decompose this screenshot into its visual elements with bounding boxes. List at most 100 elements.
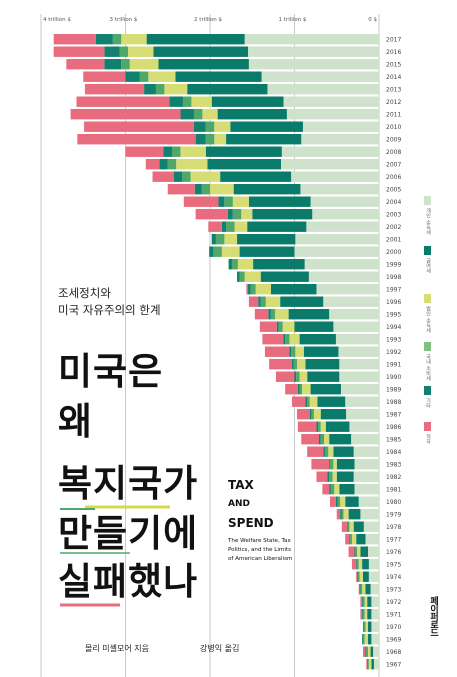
bar-segment-2015: [66, 59, 105, 70]
bar-segment-1970: [362, 621, 364, 632]
bar-segment-2017: [244, 34, 379, 45]
bar-segment-1983: [336, 459, 355, 470]
bar-segment-1976: [357, 546, 361, 557]
bar-segment-1991: [293, 359, 298, 370]
title-line-2: 왜: [58, 400, 94, 443]
bar-segment-1973: [365, 584, 371, 595]
year-label: 1978: [386, 524, 401, 531]
bar-segment-1975: [351, 559, 357, 570]
bar-segment-2001: [224, 234, 238, 245]
bar-segment-2002: [234, 221, 248, 232]
bar-segment-1977: [365, 534, 379, 545]
bar-segment-1969: [364, 634, 369, 645]
bar-segment-2012: [169, 96, 183, 107]
bar-segment-1998: [308, 271, 379, 282]
bar-segment-2007: [145, 159, 160, 170]
year-label: 1977: [386, 537, 401, 544]
bar-segment-1985: [329, 434, 352, 445]
bar-segment-2005: [300, 184, 379, 195]
author-credit: 몰리 미셸모어 지음: [85, 644, 149, 653]
bar-segment-1973: [370, 584, 379, 595]
bar-segment-2001: [295, 234, 379, 245]
bar-segment-1992: [289, 346, 292, 357]
year-label: 1967: [386, 662, 401, 669]
bar-segment-1983: [311, 459, 330, 470]
bar-segment-1982: [336, 471, 354, 482]
bar-segment-1996: [280, 296, 324, 307]
bar-segment-1982: [316, 471, 328, 482]
bar-segment-1976: [354, 546, 356, 557]
year-label: 1968: [386, 649, 401, 656]
bar-segment-2013: [84, 84, 145, 95]
legend-swatch: [424, 386, 431, 395]
bar-segment-1985: [320, 434, 325, 445]
bar-segment-2011: [217, 109, 287, 120]
bar-segment-1996: [260, 296, 266, 307]
bar-segment-2012: [182, 96, 192, 107]
bar-segment-1992: [291, 346, 296, 357]
bar-segment-1978: [346, 521, 348, 532]
bar-segment-1999: [228, 259, 232, 270]
year-label: 2001: [386, 237, 401, 244]
bar-segment-1971: [362, 609, 365, 620]
bar-segment-1989: [297, 384, 300, 395]
bar-segment-1994: [333, 321, 379, 332]
bar-segment-1973: [359, 584, 361, 595]
x-tick-label: 0 $: [368, 17, 377, 23]
title-line-1: 미국은: [58, 350, 164, 393]
bar-segment-2002: [226, 221, 235, 232]
bar-segment-2003: [241, 209, 253, 220]
year-label: 1985: [386, 437, 401, 444]
x-tick-label: 3 trillion $: [110, 17, 138, 23]
bar-segment-1975: [362, 559, 369, 570]
bar-segment-1968: [370, 646, 374, 657]
bar-segment-1981: [339, 484, 355, 495]
bar-segment-1993: [283, 334, 286, 345]
title-line-4: 만들기에: [58, 512, 199, 555]
bar-segment-2013: [267, 84, 379, 95]
bar-segment-1967: [366, 659, 368, 670]
bar-segment-1971: [360, 609, 363, 620]
bar-segment-2005: [167, 184, 195, 195]
bar-segment-1979: [340, 509, 342, 520]
bar-segment-2013: [164, 84, 188, 95]
bar-segment-1998: [237, 271, 240, 282]
bar-segment-1982: [332, 471, 337, 482]
bar-segment-2015: [129, 59, 159, 70]
bar-segment-1990: [275, 371, 295, 382]
bar-segment-2002: [208, 221, 222, 232]
bar-segment-1972: [371, 596, 379, 607]
bar-segment-2004: [310, 196, 379, 207]
year-label: 1983: [386, 462, 401, 469]
bar-segment-1969: [362, 634, 363, 645]
bar-segment-2014: [261, 71, 379, 82]
bar-segment-2010: [302, 121, 379, 132]
english-title-and: AND: [228, 499, 250, 509]
bar-segment-1991: [291, 359, 294, 370]
bar-segment-2008: [281, 146, 379, 157]
year-label: 1970: [386, 624, 401, 631]
bar-segment-1994: [276, 321, 279, 332]
bar-segment-1983: [329, 459, 330, 470]
year-label: 1994: [386, 324, 401, 331]
year-label: 2000: [386, 249, 401, 256]
bar-segment-1985: [319, 434, 321, 445]
bar-segment-2001: [215, 234, 225, 245]
bar-segment-1995: [329, 309, 379, 320]
bar-segment-2006: [173, 171, 183, 182]
bar-segment-2016: [119, 46, 129, 57]
bar-segment-1967: [368, 659, 369, 670]
bar-segment-1994: [278, 321, 283, 332]
bar-segment-1981: [329, 484, 331, 495]
year-label: 1993: [386, 337, 401, 344]
bar-segment-2010: [84, 121, 194, 132]
bar-segment-2012: [191, 96, 212, 107]
bar-segment-1972: [362, 596, 365, 607]
bar-segment-1995: [270, 309, 276, 320]
translator-credit: 강병익 옮김: [200, 644, 240, 653]
bar-segment-1967: [367, 659, 369, 670]
year-label: 2013: [386, 87, 401, 94]
bar-segment-2005: [210, 184, 234, 195]
bar-segment-1977: [350, 534, 352, 545]
bar-segment-2010: [193, 121, 206, 132]
